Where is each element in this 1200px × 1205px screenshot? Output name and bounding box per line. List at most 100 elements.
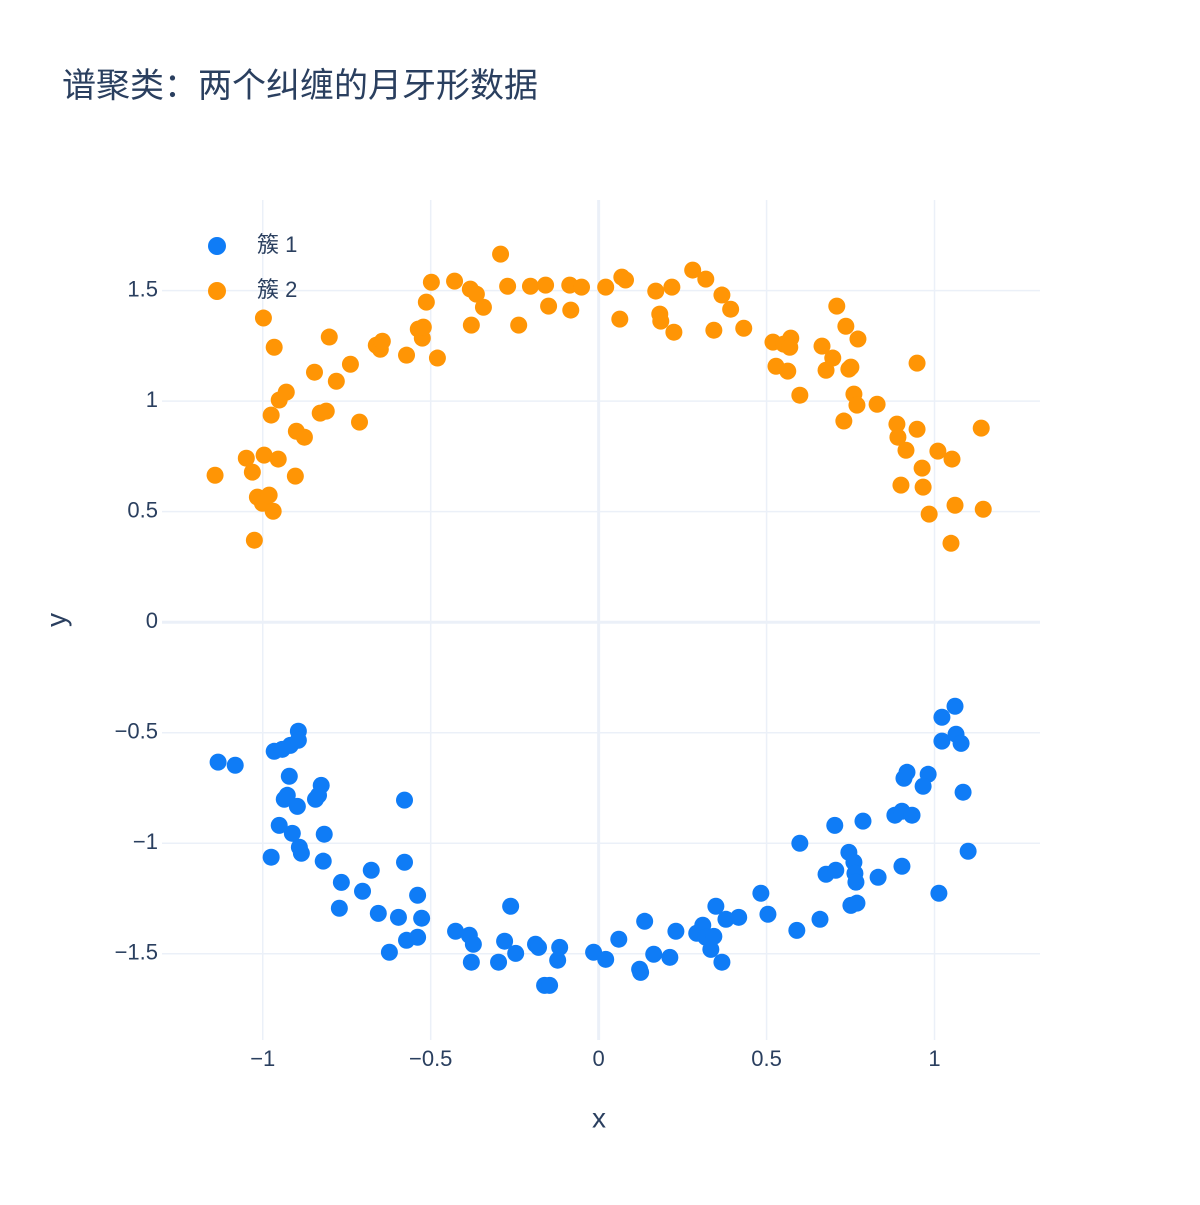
point <box>942 534 960 552</box>
point <box>892 476 910 494</box>
point <box>283 824 301 842</box>
point <box>735 319 753 337</box>
point <box>954 783 972 801</box>
y-tick-label: −0.5 <box>115 719 158 744</box>
point <box>869 868 887 886</box>
plot-area <box>206 245 992 994</box>
point <box>847 873 865 891</box>
x-tick-label: −0.5 <box>409 1046 452 1071</box>
point <box>707 897 725 915</box>
point <box>320 328 338 346</box>
point <box>828 297 846 315</box>
point <box>292 844 310 862</box>
point <box>446 272 464 290</box>
point <box>315 825 333 843</box>
point <box>288 797 306 815</box>
point <box>422 273 440 291</box>
point <box>245 531 263 549</box>
point <box>842 358 860 376</box>
point <box>636 912 654 930</box>
point <box>811 910 829 928</box>
point <box>502 897 520 915</box>
point <box>540 297 558 315</box>
point <box>280 767 298 785</box>
point <box>868 395 886 413</box>
chart-title: 谱聚类：两个纠缠的月牙形数据 <box>62 67 538 105</box>
point <box>835 412 853 430</box>
point <box>389 908 407 926</box>
point <box>684 261 702 279</box>
y-tick-label: 0.5 <box>127 497 158 522</box>
point <box>264 502 282 520</box>
point <box>848 396 866 414</box>
point <box>380 943 398 961</box>
y-tick-label: 1.5 <box>127 276 158 301</box>
point <box>396 791 414 809</box>
point <box>507 944 525 962</box>
point <box>209 753 227 771</box>
point <box>243 463 261 481</box>
point <box>369 904 387 922</box>
point <box>317 402 335 420</box>
point <box>920 505 938 523</box>
point <box>705 321 723 339</box>
point <box>278 786 296 804</box>
point <box>398 346 416 364</box>
point <box>632 963 650 981</box>
point <box>914 478 932 496</box>
y-tick-label: 0 <box>146 608 158 633</box>
point <box>573 278 591 296</box>
point <box>354 882 372 900</box>
point <box>952 734 970 752</box>
point <box>530 938 548 956</box>
point <box>467 285 485 303</box>
point <box>972 419 990 437</box>
point <box>327 372 345 390</box>
point <box>269 450 287 468</box>
point <box>362 861 380 879</box>
point <box>898 763 916 781</box>
point <box>597 278 615 296</box>
point <box>286 467 304 485</box>
point <box>779 362 797 380</box>
point <box>933 708 951 726</box>
point <box>813 337 831 355</box>
point <box>428 349 446 367</box>
point <box>462 316 480 334</box>
point <box>260 486 278 504</box>
point <box>332 873 350 891</box>
point <box>265 338 283 356</box>
point <box>310 786 328 804</box>
point <box>447 922 465 940</box>
point <box>946 697 964 715</box>
point <box>913 459 931 477</box>
point <box>289 731 307 749</box>
point <box>849 330 867 348</box>
point <box>647 282 665 300</box>
point <box>893 857 911 875</box>
point <box>562 301 580 319</box>
point <box>597 950 615 968</box>
point <box>617 271 635 289</box>
point <box>697 270 715 288</box>
point <box>837 317 855 335</box>
point <box>474 298 492 316</box>
point <box>314 852 332 870</box>
legend-marker <box>208 237 226 255</box>
point <box>914 777 932 795</box>
y-tick-label: 1 <box>146 387 158 412</box>
point <box>827 861 845 879</box>
point <box>341 355 359 373</box>
point <box>824 349 842 367</box>
point <box>645 945 663 963</box>
point <box>464 935 482 953</box>
y-tick-label: −1 <box>133 829 158 854</box>
point <box>254 309 272 327</box>
point <box>730 908 748 926</box>
point <box>930 884 948 902</box>
point <box>496 932 514 950</box>
point <box>791 386 809 404</box>
point <box>903 806 921 824</box>
point <box>722 300 740 318</box>
